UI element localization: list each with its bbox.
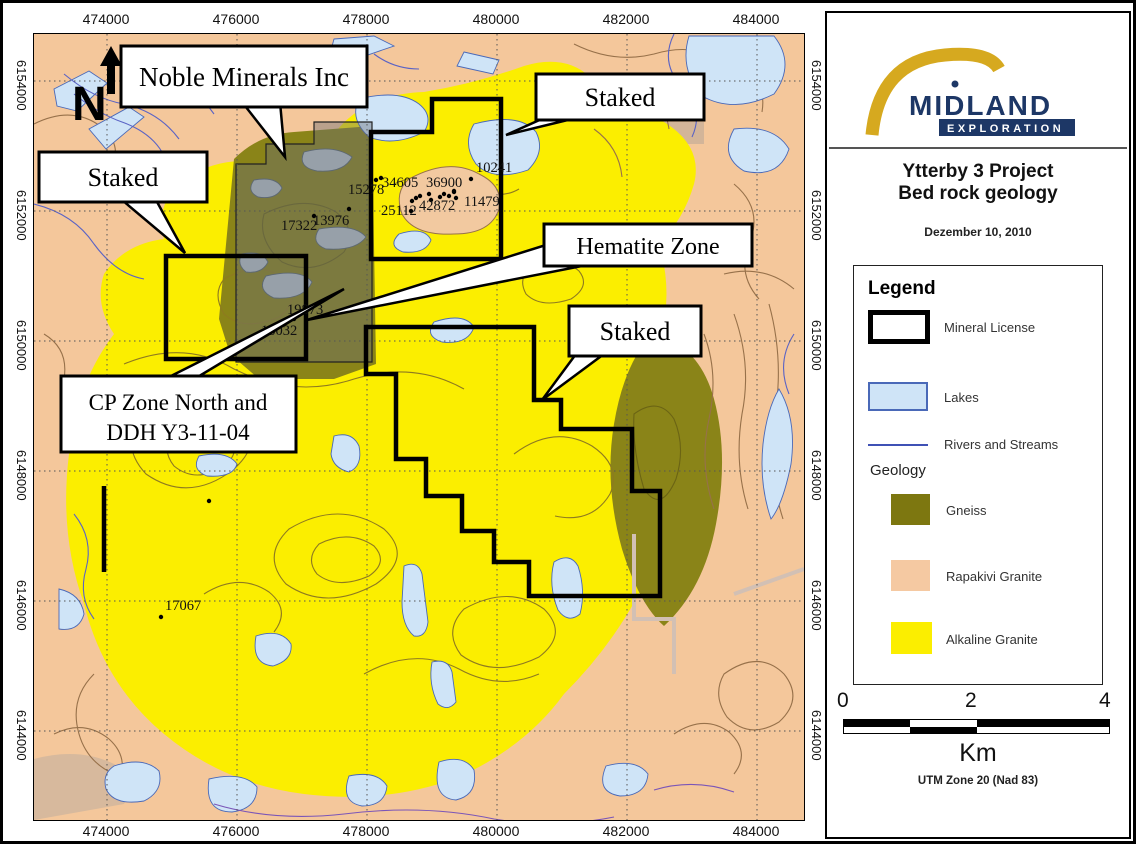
callout-cp-label-line1: CP Zone North and <box>89 390 268 415</box>
contour-lines <box>261 202 682 500</box>
callout-staked-top-label: Staked <box>585 83 656 112</box>
callout-hematite-box <box>542 222 754 268</box>
noble-claim-shading <box>235 121 373 363</box>
map-title-line1: Ytterby 3 Project <box>902 161 1054 182</box>
lakes-swatch <box>868 382 928 411</box>
legend-item-label: Alkaline Granite <box>946 632 1038 647</box>
legend-item-label: Mineral License <box>944 320 1036 335</box>
gneiss-area-east <box>610 334 723 626</box>
sample-label: 17322 <box>281 218 317 234</box>
y-axis-label-left: 6148000 <box>14 449 29 501</box>
sample-label: 17067 <box>165 598 201 614</box>
legend-item-label: Gneiss <box>946 503 987 518</box>
legend-item-label: Lakes <box>944 390 979 405</box>
logo-exploration-text: EXPLORATION <box>947 123 1064 135</box>
legend-item-label: Rivers and Streams <box>944 437 1059 452</box>
scale-tick-2: 2 <box>965 689 977 712</box>
mineral-license-swatch <box>868 310 930 344</box>
x-axis-label-top: 476000 <box>212 11 260 27</box>
x-axis-label-bottom: 476000 <box>212 823 260 839</box>
x-axis-label-top: 478000 <box>342 11 390 27</box>
north-label: N <box>72 78 107 131</box>
license-polygon-south <box>363 324 663 599</box>
geology-map: 15278 34605 36900 10241 25112 42872 1147… <box>34 34 804 820</box>
license-polygon-north <box>368 96 504 262</box>
panel-divider <box>829 147 1127 149</box>
gneiss-swatch <box>891 494 930 525</box>
x-axis-label-top: 484000 <box>732 11 780 27</box>
x-axis-label-bottom: 474000 <box>82 823 130 839</box>
x-axis-label-top: 474000 <box>82 11 130 27</box>
x-axis-label-top: 480000 <box>472 11 520 27</box>
map-title-line2: Bed rock geology <box>898 183 1058 204</box>
y-axis-label-right: 6148000 <box>809 449 824 501</box>
alkaline-granite-area <box>66 61 696 797</box>
rapakivi-swatch <box>891 560 930 591</box>
map-canvas: 15278 34605 36900 10241 25112 42872 1147… <box>33 33 805 821</box>
logo-dot <box>951 80 959 88</box>
logo-banner <box>939 119 1075 136</box>
sample-labels: 15278 34605 36900 10241 25112 42872 1147… <box>165 160 512 614</box>
y-axis-label-left: 6146000 <box>14 579 29 631</box>
y-axis-label-left: 6150000 <box>14 319 29 371</box>
sample-label: 10241 <box>476 160 512 176</box>
sample-label: 11479 <box>464 194 500 210</box>
y-axis-label-right: 6144000 <box>809 709 824 761</box>
sample-label: 15278 <box>348 182 384 198</box>
legend-box: Legend Mineral License Lakes Rivers and … <box>853 265 1103 685</box>
alkaline-swatch <box>891 622 932 654</box>
y-axis-label-left: 6154000 <box>14 59 29 111</box>
scale-tick-0: 0 <box>837 689 849 712</box>
legend-geology-heading: Geology <box>870 462 926 479</box>
y-axis-label-left: 6144000 <box>14 709 29 761</box>
legend-item-label: Rapakivi Granite <box>946 569 1043 584</box>
y-axis-label-right: 6154000 <box>809 59 824 111</box>
scale-bar-graphic <box>843 719 1110 734</box>
callout-cp-box <box>59 374 298 454</box>
callout-hematite-label: Hematite Zone <box>576 234 719 260</box>
sample-label: 25112 <box>381 203 417 219</box>
x-axis-label-bottom: 482000 <box>602 823 650 839</box>
callout-staked-mid-box <box>567 304 703 358</box>
callout-noble-label: Noble Minerals Inc <box>139 62 349 92</box>
callout-staked-left-box <box>37 150 209 204</box>
callout-staked-mid-label: Staked <box>600 317 671 346</box>
y-axis-label-right: 6146000 <box>809 579 824 631</box>
north-arrow-icon: N <box>72 46 122 131</box>
x-axis-label-bottom: 478000 <box>342 823 390 839</box>
callouts: Noble Minerals Inc Staked Staked Hematit… <box>37 44 754 454</box>
rivers <box>213 783 735 820</box>
sample-label: 13976 <box>313 213 349 229</box>
logo-midland-text: MIDLAND <box>909 90 1052 121</box>
gray-patch <box>34 754 130 820</box>
x-axis-label-top: 482000 <box>602 11 650 27</box>
y-axis-label-right: 6152000 <box>809 189 824 241</box>
x-axis-label-bottom: 484000 <box>732 823 780 839</box>
callout-staked-left-label: Staked <box>88 163 159 192</box>
callout-staked-top-box <box>534 72 706 122</box>
license-polygon-west <box>163 253 309 362</box>
x-axis-label-bottom: 480000 <box>472 823 520 839</box>
midland-logo: MIDLAND EXPLORATION <box>865 47 1075 136</box>
rapakivi-inlier <box>398 166 501 235</box>
sample-label: 42872 <box>419 198 455 214</box>
y-axis-label-right: 6150000 <box>809 319 824 371</box>
scale-tick-4: 4 <box>1099 689 1111 712</box>
y-axis-label-left: 6152000 <box>14 189 29 241</box>
scale-unit: Km <box>959 739 997 767</box>
rivers-swatch <box>868 444 928 446</box>
callout-noble-box <box>119 44 369 109</box>
sample-label: 34605 <box>382 175 418 191</box>
sample-label: 36900 <box>426 175 462 191</box>
roads <box>632 534 804 674</box>
logo-arc <box>865 47 1005 136</box>
callout-cp-label-line2: DDH Y3-11-04 <box>106 420 250 445</box>
legend-heading: Legend <box>868 278 936 299</box>
datum-label: UTM Zone 20 (Nad 83) <box>917 775 1039 787</box>
mineral-license-outlines <box>101 96 663 599</box>
map-date: Dezember 10, 2010 <box>924 225 1032 239</box>
info-panel: MIDLAND EXPLORATION Ytterby 3 Project Be… <box>825 11 1131 839</box>
